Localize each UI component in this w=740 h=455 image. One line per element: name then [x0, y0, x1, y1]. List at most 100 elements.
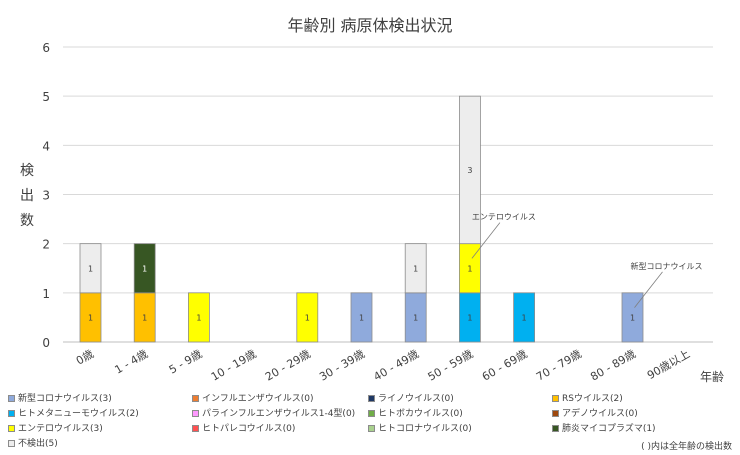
bar-data-label: 1 — [196, 313, 201, 322]
x-tick-label: 70 - 79歳 — [534, 347, 584, 383]
legend-label: RSウイルス(2) — [562, 394, 623, 404]
legend-item: ヒトメタニューモウイルス(2) — [8, 408, 139, 421]
legend-swatch — [192, 410, 199, 417]
bar-data-label: 1 — [88, 264, 93, 273]
bar-segment — [187, 292, 210, 343]
legend-swatch — [192, 425, 199, 432]
x-axis-label: 年齢 — [700, 369, 724, 384]
bar-segment — [79, 243, 102, 294]
legend-item: アデノウイルス(0) — [552, 408, 638, 421]
legend-swatch — [368, 395, 375, 402]
chart-legend: 新型コロナウイルス(3) インフルエンザウイルス(0) ライノウイルス(0) RSウイ… — [8, 393, 738, 455]
x-tick-label: 50 - 59歳 — [426, 347, 476, 383]
y-tick-label: 3 — [42, 189, 50, 203]
y-tick-label: 4 — [42, 139, 50, 153]
legend-swatch — [368, 410, 375, 417]
bar-data-label: 1 — [305, 313, 310, 322]
legend-item: 肺炎マイコプラズマ(1) — [552, 423, 656, 436]
y-tick-label: 5 — [42, 90, 50, 104]
x-tick-label: 80 - 89歳 — [588, 347, 638, 383]
x-tick-label: 20 - 29歳 — [263, 347, 313, 383]
y-tick-label: 2 — [42, 238, 50, 252]
bar-segment — [350, 292, 373, 343]
bar-segment — [133, 243, 156, 294]
annotation-leader-line — [634, 271, 663, 308]
bar-data-label: 1 — [142, 264, 147, 273]
bar-segment — [404, 243, 427, 294]
legend-item: エンテロウイルス(3) — [8, 423, 103, 436]
y-tick-label: 0 — [42, 336, 50, 350]
legend-swatch — [8, 395, 15, 402]
legend-item: パラインフルエンザウイルス1-4型(0) — [192, 408, 355, 421]
bars: 1 1 1 1 1 1 1 1 1 1 1 3 1 1 — [79, 95, 644, 343]
legend-item: ヒトパレコウイルス(0) — [192, 423, 295, 436]
bar-data-label: 1 — [359, 313, 364, 322]
legend-item: 新型コロナウイルス(3) — [8, 393, 112, 406]
legend-label: ライノウイルス(0) — [378, 394, 454, 404]
legend-label: パラインフルエンザウイルス1-4型(0) — [202, 409, 356, 419]
y-tick-label: 6 — [42, 41, 50, 55]
legend-swatch — [8, 425, 15, 432]
legend-item: ヒトボカウイルス(0) — [368, 408, 463, 421]
x-tick-label: 40 - 49歳 — [371, 347, 421, 383]
x-tick-label: 60 - 69歳 — [480, 347, 530, 383]
legend-swatch — [552, 395, 559, 402]
bar-segment — [513, 292, 535, 343]
legend-label: 不検出(5) — [18, 439, 58, 449]
legend-label: ヒトメタニューモウイルス(2) — [18, 409, 139, 419]
legend-swatch — [8, 440, 15, 447]
legend-label: 肺炎マイコプラズマ(1) — [562, 424, 656, 434]
bar-segment — [458, 95, 481, 245]
legend-item: RSウイルス(2) — [552, 393, 623, 406]
legend-swatch — [552, 410, 559, 417]
legend-label: アデノウイルス(0) — [562, 409, 638, 419]
chart-title: 年齢別 病原体検出状況 — [287, 16, 452, 35]
legend-swatch — [552, 425, 559, 432]
legend-label: エンテロウイルス(3) — [18, 424, 103, 434]
legend-label: ヒトボカウイルス(0) — [378, 409, 463, 419]
gridlines — [63, 46, 713, 343]
y-axis-ticks: 0 1 2 3 4 5 6 — [42, 41, 50, 350]
legend-item: インフルエンザウイルス(0) — [192, 393, 313, 406]
bar-data-label: 1 — [630, 313, 635, 322]
y-tick-label: 1 — [42, 287, 50, 301]
bar-data-label: 1 — [142, 313, 147, 322]
bar-segment — [296, 292, 319, 343]
legend-item: 不検出(5) — [8, 438, 58, 451]
y-axis-label: 検出数 — [20, 163, 34, 229]
x-tick-label: 1 - 4歳 — [113, 347, 151, 376]
footnote: ( )内は全年齢の検出数 — [641, 442, 732, 452]
x-tick-label: 5 - 9歳 — [167, 347, 205, 376]
legend-label: ヒトコロナウイルス(0) — [378, 424, 472, 434]
y-axis-label-char: 出 — [20, 188, 34, 204]
legend-item: ライノウイルス(0) — [368, 393, 454, 406]
x-axis-ticks: 0歳 1 - 4歳 5 - 9歳 10 - 19歳 20 - 29歳 30 - 39歳 40… — [74, 347, 692, 383]
y-axis-label-char: 検 — [20, 163, 34, 179]
annotation-label: エンテロウイルス — [472, 213, 536, 222]
legend-swatch — [368, 425, 375, 432]
x-tick-label: 10 - 19歳 — [209, 347, 259, 383]
x-tick-label: 90歳以上 — [645, 347, 692, 382]
bar-segment — [621, 292, 644, 343]
legend-swatch — [8, 410, 15, 417]
y-axis-label-char: 数 — [20, 213, 34, 229]
bar-data-label: 1 — [88, 313, 93, 322]
bar-data-label: 1 — [413, 313, 418, 322]
legend-swatch — [192, 395, 199, 402]
bar-data-label: 1 — [413, 264, 418, 273]
x-tick-label: 30 - 39歳 — [317, 347, 367, 383]
legend-label: ヒトパレコウイルス(0) — [202, 424, 296, 434]
annotation-leader-line — [471, 222, 501, 259]
bar-data-label: 1 — [522, 313, 527, 322]
legend-label: インフルエンザウイルス(0) — [202, 394, 314, 404]
stacked-bar-chart: 年齢別 病原体検出状況 0 1 2 3 4 5 6 1 1 1 1 1 1 1 1 1 1 1 3 1 1 0歳 1 -… — [20, 16, 724, 384]
bar-data-label: 1 — [467, 313, 472, 322]
bar-data-label: 3 — [467, 166, 472, 175]
x-tick-label: 0歳 — [74, 347, 96, 367]
annotation-label: 新型コロナウイルス — [631, 261, 703, 271]
bar-data-label: 1 — [467, 264, 472, 273]
legend-label: 新型コロナウイルス(3) — [18, 394, 112, 404]
legend-item: ヒトコロナウイルス(0) — [368, 423, 472, 436]
